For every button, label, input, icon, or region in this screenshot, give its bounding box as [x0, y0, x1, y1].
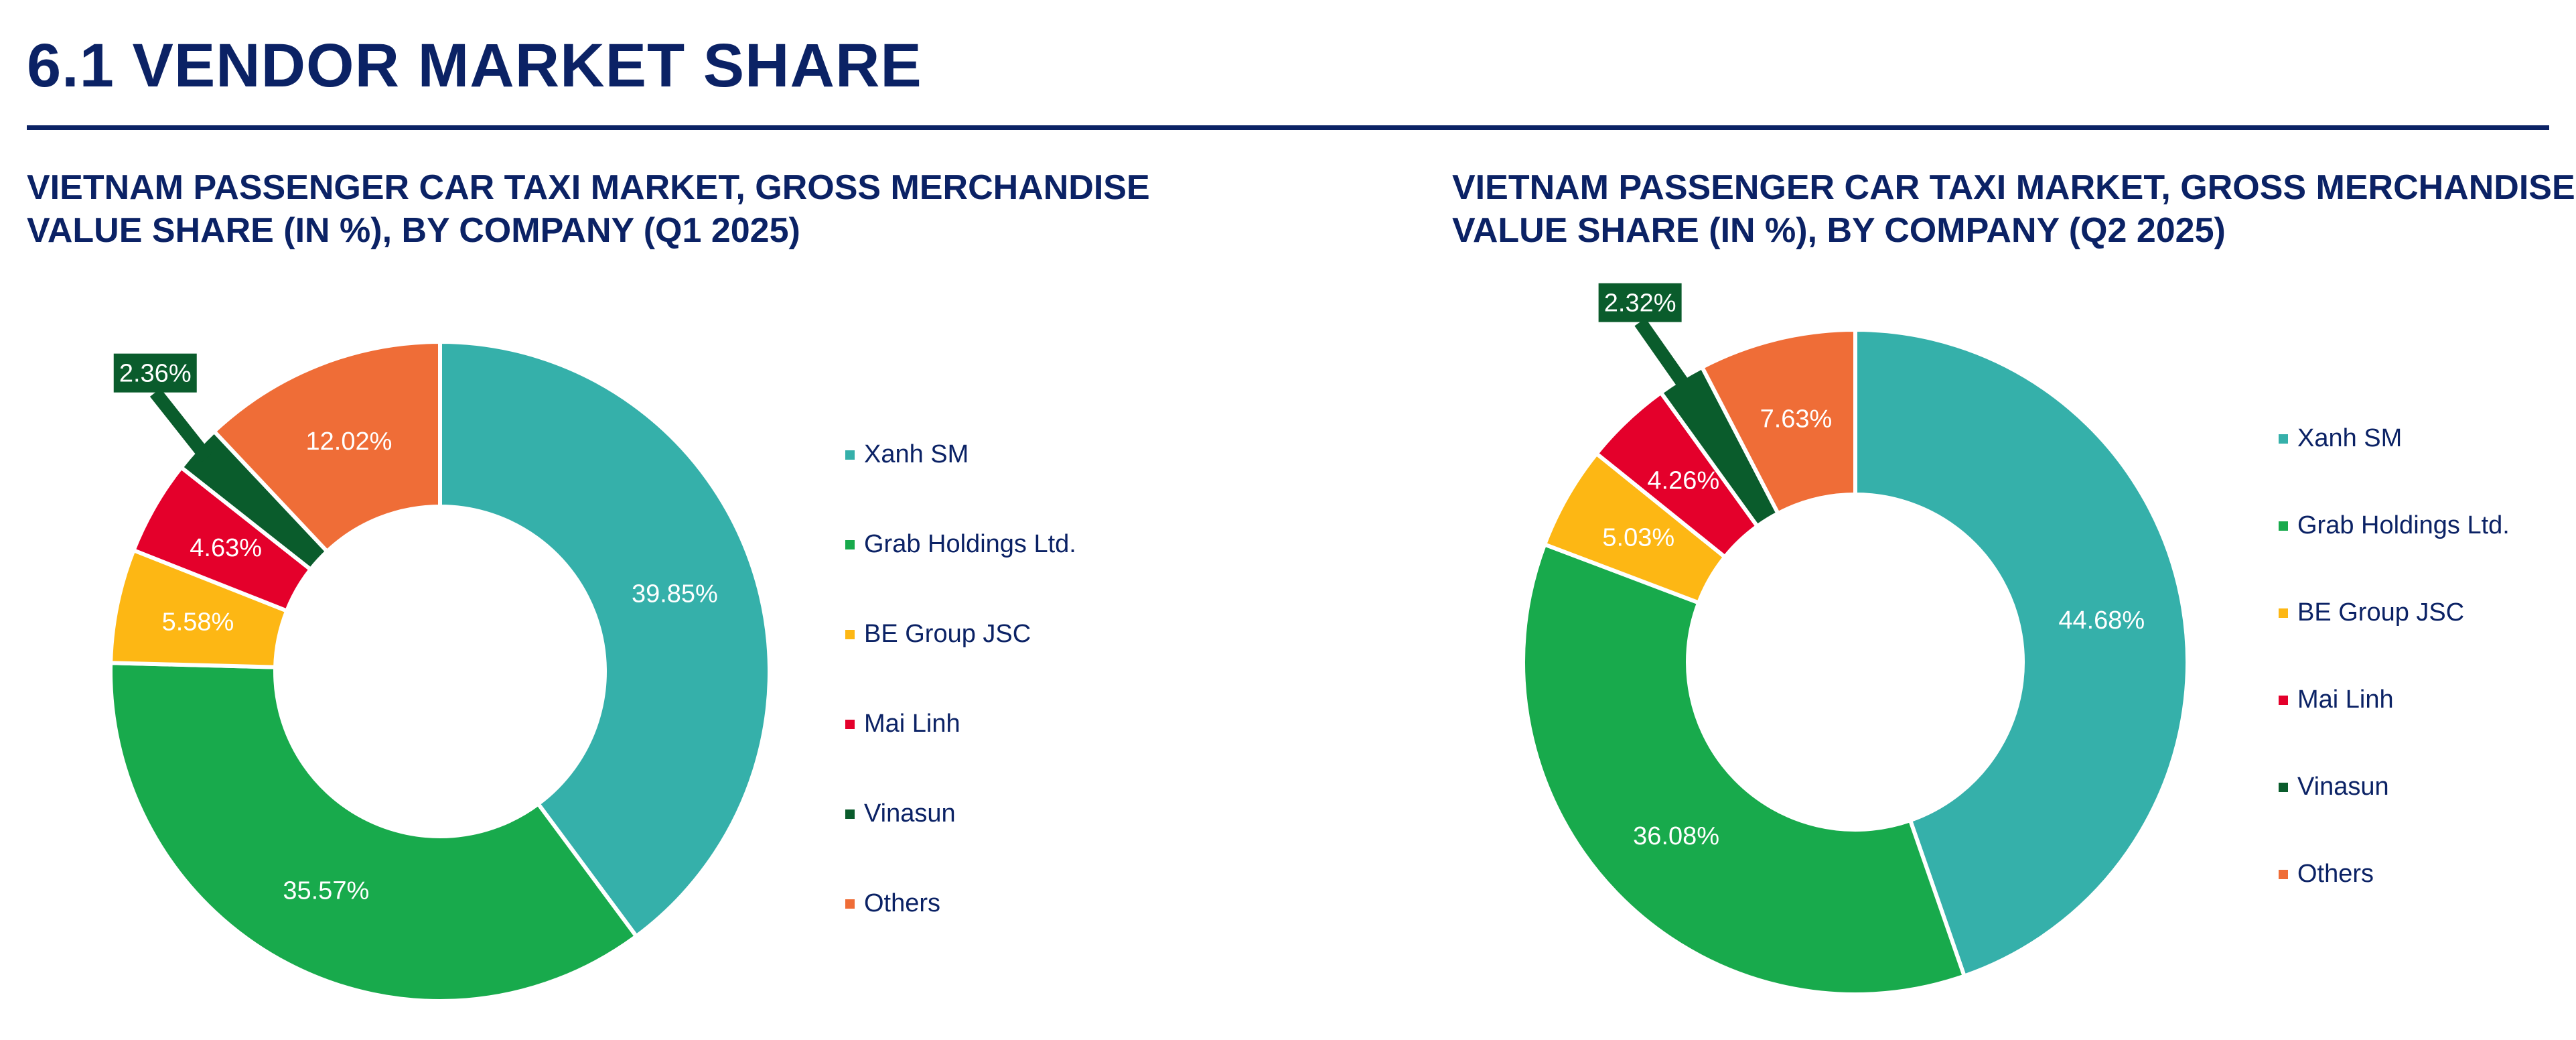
legend-q2: Xanh SM Grab Holdings Ltd. BE Group JSC Mai…: [2279, 425, 2510, 948]
legend-swatch-mai-linh-q2: [2279, 696, 2288, 705]
label-leader-vinasun-q2: [1634, 318, 1694, 395]
legend-label-xanh-sm-q2: Xanh SM: [2297, 424, 2403, 452]
data-label-mai-linh-q2: 4.26%: [1647, 466, 1719, 495]
legend-item-be-group-jsc-q2: BE Group JSC: [2279, 599, 2510, 626]
legend-item-be-group-jsc-q1: BE Group JSC: [845, 621, 1076, 647]
legend-label-mai-linh-q2: Mai Linh: [2297, 686, 2394, 714]
data-label-be-group-jsc-q1: 5.58%: [162, 608, 234, 636]
legend-item-vinasun-q2: Vinasun: [2279, 773, 2510, 800]
legend-item-mai-linh-q2: Mai Linh: [2279, 686, 2510, 713]
legend-swatch-xanh-sm-q2: [2279, 434, 2288, 444]
slice-others-q2: [1700, 328, 1857, 516]
data-label-grab-holdings-ltd-q2: 36.08%: [1633, 822, 1719, 850]
legend-swatch-vinasun-q1: [845, 809, 855, 819]
title-divider: [27, 125, 2549, 130]
legend-item-mai-linh-q1: Mai Linh: [845, 710, 1076, 737]
legend-item-xanh-sm-q1: Xanh SM: [845, 441, 1076, 468]
page-title: 6.1 VENDOR MARKET SHARE: [27, 31, 922, 100]
legend-label-others-q2: Others: [2297, 860, 2374, 888]
data-label-vinasun-q2: 2.32%: [1604, 289, 1676, 318]
data-label-others-q1: 12.02%: [306, 428, 392, 456]
label-box-vinasun-q1: [113, 353, 197, 393]
legend-swatch-mai-linh-q1: [845, 720, 855, 729]
legend-swatch-others-q1: [845, 899, 855, 909]
legend-q1: Xanh SM Grab Holdings Ltd. BE Group JSC Mai…: [845, 441, 1076, 980]
legend-item-others-q1: Others: [845, 890, 1076, 917]
legend-swatch-be-group-jsc-q1: [845, 630, 855, 639]
legend-swatch-vinasun-q2: [2279, 783, 2288, 792]
legend-label-be-group-jsc-q1: BE Group JSC: [864, 620, 1031, 648]
legend-label-be-group-jsc-q2: BE Group JSC: [2297, 598, 2465, 627]
legend-item-xanh-sm-q2: Xanh SM: [2279, 425, 2510, 452]
legend-label-grab-holdings-ltd-q2: Grab Holdings Ltd.: [2297, 511, 2510, 539]
legend-item-others-q2: Others: [2279, 860, 2510, 887]
chart-title-q1: VIETNAM PASSENGER CAR TAXI MARKET, GROSS…: [27, 168, 1150, 250]
legend-swatch-others-q2: [2279, 870, 2288, 879]
legend-item-grab-holdings-ltd-q1: Grab Holdings Ltd.: [845, 531, 1076, 558]
label-leader-vinasun-q1: [149, 388, 212, 462]
donut-chart-q1: 39.85% 35.57% 5.58% 4.63% 2.36% 12.02%: [109, 340, 772, 1003]
legend-swatch-be-group-jsc-q2: [2279, 608, 2288, 618]
data-label-xanh-sm-q2: 44.68%: [2058, 606, 2145, 635]
legend-label-mai-linh-q1: Mai Linh: [864, 710, 960, 738]
legend-swatch-grab-holdings-ltd-q1: [845, 540, 855, 549]
data-label-xanh-sm-q1: 39.85%: [632, 580, 718, 608]
chart-title-q2: VIETNAM PASSENGER CAR TAXI MARKET, GROSS…: [1452, 168, 2575, 250]
data-label-grab-holdings-ltd-q1: 35.57%: [283, 876, 369, 905]
legend-item-vinasun-q1: Vinasun: [845, 800, 1076, 827]
legend-label-grab-holdings-ltd-q1: Grab Holdings Ltd.: [864, 530, 1076, 558]
slice-xanh-sm-q2: [1853, 328, 2190, 978]
legend-label-vinasun-q1: Vinasun: [864, 799, 956, 828]
data-label-others-q2: 7.63%: [1760, 405, 1833, 434]
legend-swatch-xanh-sm-q1: [845, 450, 855, 460]
legend-label-vinasun-q2: Vinasun: [2297, 773, 2389, 801]
legend-label-xanh-sm-q1: Xanh SM: [864, 440, 969, 468]
slice-grab-holdings-ltd-q1: [109, 661, 639, 1003]
legend-item-grab-holdings-ltd-q2: Grab Holdings Ltd.: [2279, 512, 2510, 539]
slice-others-q1: [212, 340, 442, 554]
data-label-be-group-jsc-q2: 5.03%: [1602, 524, 1674, 552]
slice-grab-holdings-ltd-q2: [1521, 542, 1966, 997]
legend-swatch-grab-holdings-ltd-q2: [2279, 521, 2288, 531]
legend-label-others-q1: Others: [864, 889, 941, 917]
slice-xanh-sm-q1: [438, 340, 772, 939]
label-box-vinasun-q2: [1598, 283, 1682, 322]
donut-chart-q2: 44.68% 36.08% 5.03% 4.26% 2.32% 7.63%: [1521, 283, 2190, 997]
data-label-mai-linh-q1: 4.63%: [190, 534, 262, 562]
data-label-vinasun-q1: 2.36%: [119, 360, 192, 388]
